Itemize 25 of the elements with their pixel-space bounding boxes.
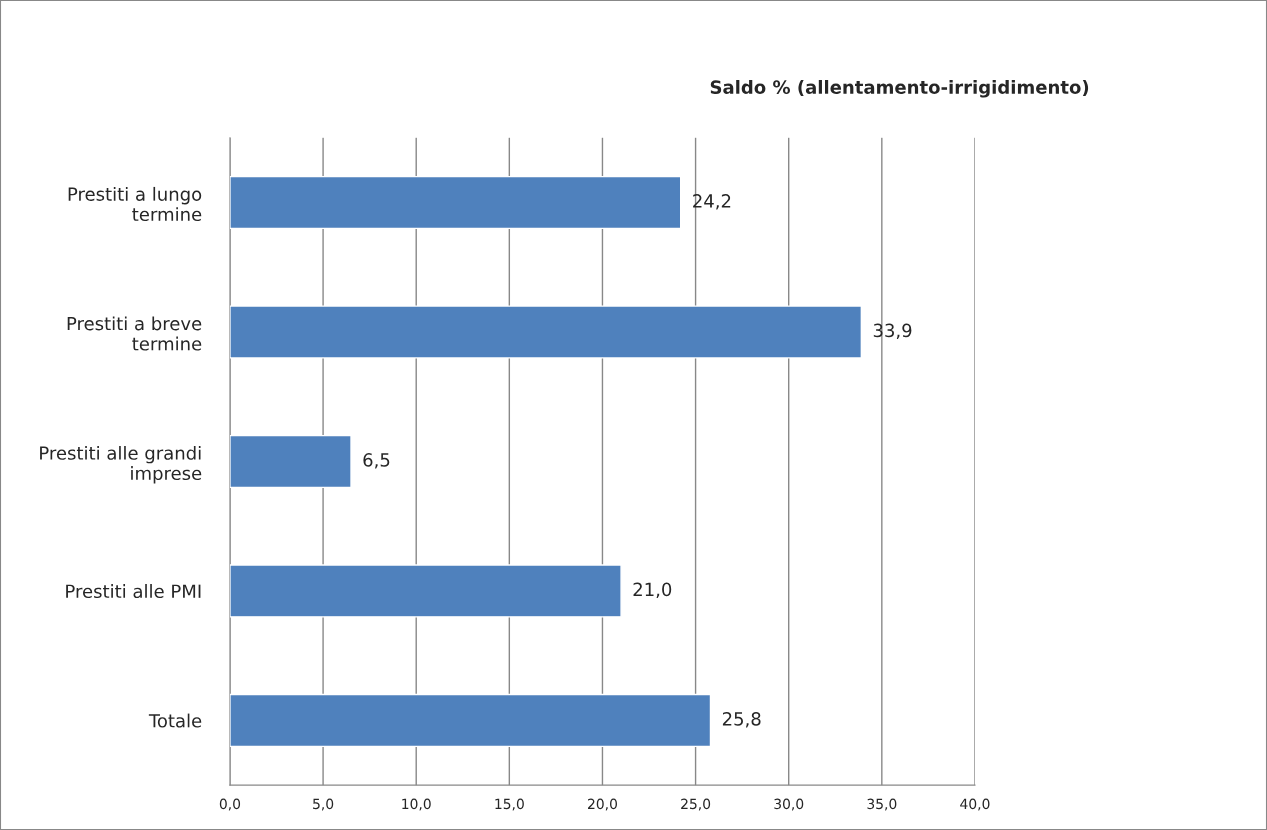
bar	[229, 564, 622, 618]
data-label: 21,0	[633, 582, 672, 599]
y-tick-label: Prestiti a lungo termine	[68, 186, 202, 222]
y-tick-label: Prestiti alle PMI	[66, 584, 201, 599]
x-tick-label: 10,0	[402, 798, 431, 811]
bar	[229, 434, 352, 489]
x-tick-label: 5,0	[313, 798, 334, 811]
y-tick-label: Prestiti alle grandi imprese	[40, 445, 202, 484]
y-tick-label: Prestiti a breve termine	[67, 316, 202, 351]
x-tick-label: 40,0	[960, 798, 990, 811]
y-tick-label: Totale	[148, 713, 202, 728]
data-label: 33,9	[873, 323, 912, 340]
bar	[229, 693, 712, 748]
bar	[229, 175, 682, 230]
x-tick-label: 35,0	[867, 798, 897, 811]
data-label: 25,8	[722, 712, 761, 728]
x-tick-label: 15,0	[495, 798, 524, 811]
x-tick-label: 25,0	[681, 798, 711, 811]
x-tick-label: 0,0	[219, 798, 241, 811]
data-label: 24,2	[693, 194, 731, 210]
x-tick-label: 20,0	[588, 798, 617, 811]
data-label: 6,5	[363, 453, 390, 469]
x-tick-label: 30,0	[774, 798, 804, 811]
bar	[229, 305, 863, 359]
chart-title: Saldo % (allentamento-irrigidimento)	[710, 80, 1089, 98]
